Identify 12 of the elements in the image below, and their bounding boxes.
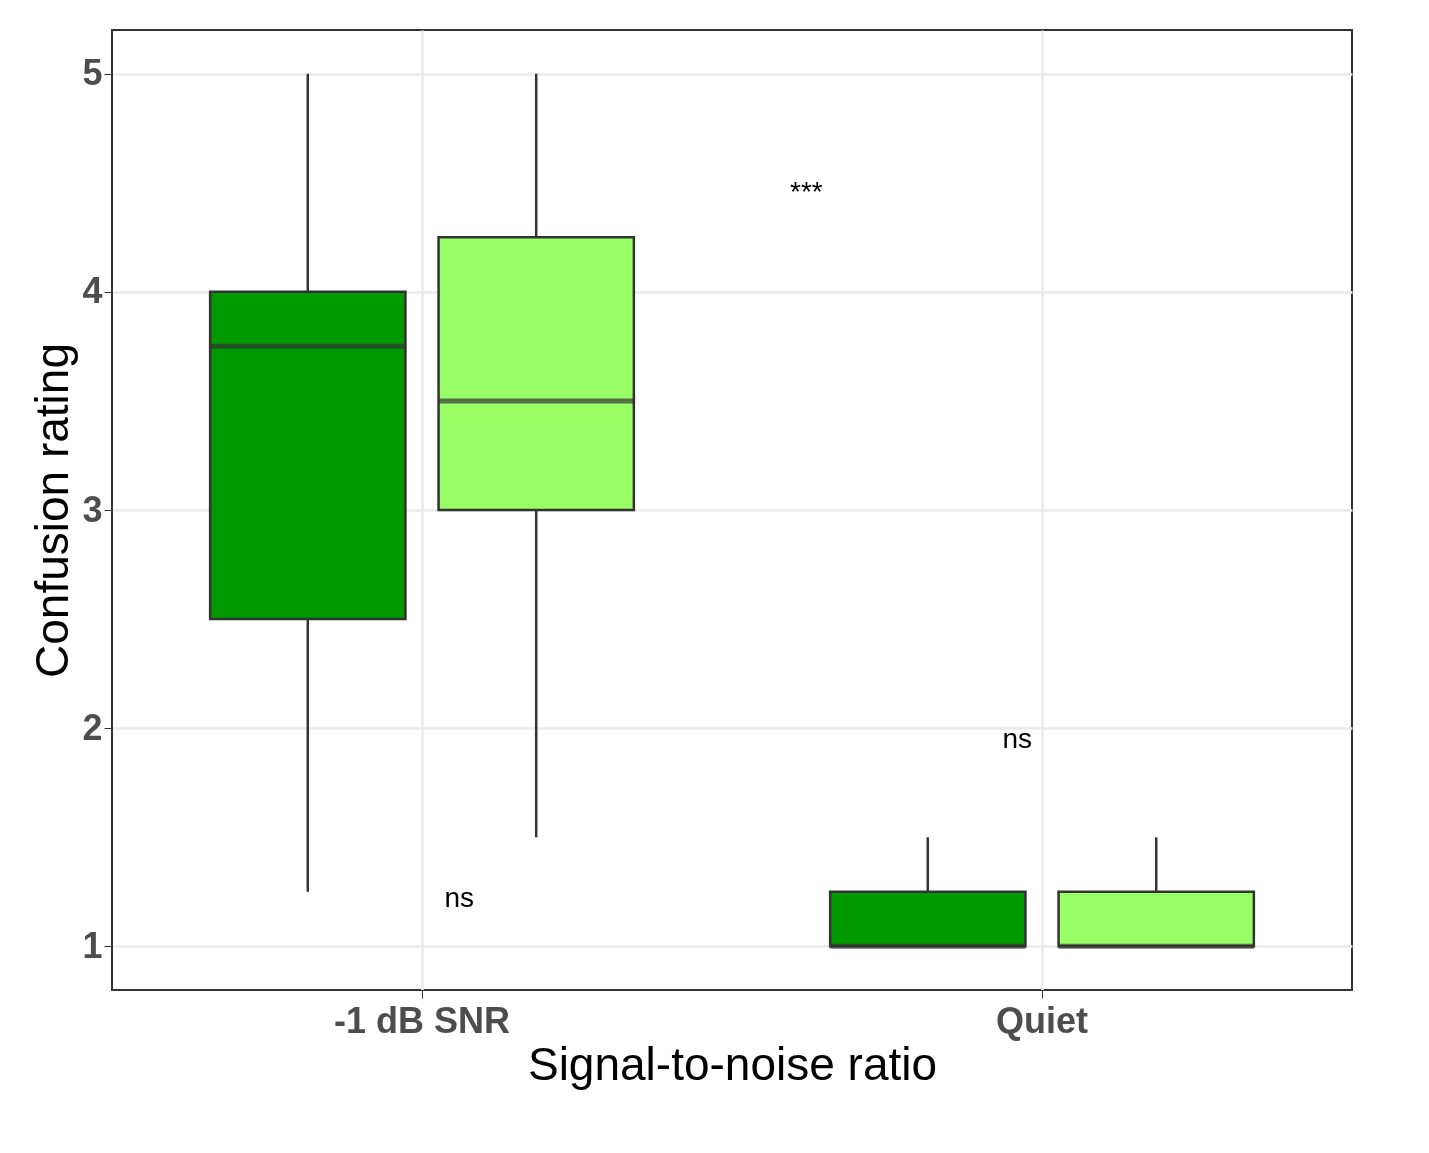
annotation: ns [444,881,474,913]
x-axis-title: Signal-to-noise ratio [527,1037,938,1090]
y-tick-label: 1 [82,924,103,966]
x-tick-label: Quiet [995,999,1089,1041]
y-tick-label: 3 [82,488,103,530]
y-tick-label: 2 [82,706,103,748]
y-axis-title: Confusion rating [26,343,79,678]
annotation: ns [1002,723,1032,755]
annotation: *** [790,176,823,208]
y-tick-label: 4 [82,270,103,312]
y-tick-label: 5 [82,52,103,94]
x-tick-label: -1 dB SNR [333,999,511,1041]
